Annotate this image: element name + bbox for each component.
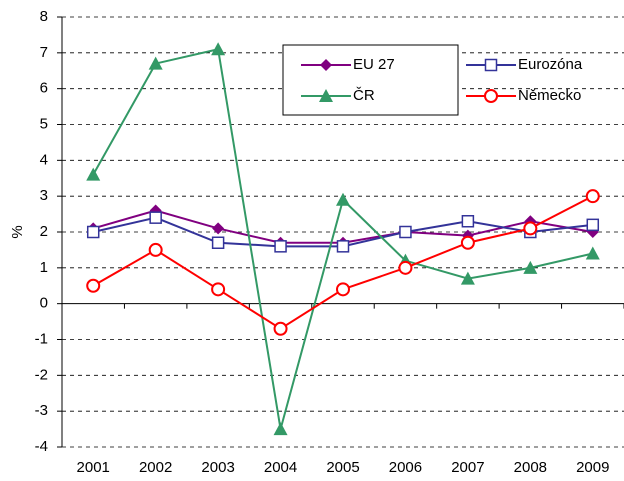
marker <box>86 278 101 293</box>
x-tick-label: 2005 <box>326 459 359 476</box>
marker <box>211 42 226 56</box>
legend-label: ČR <box>353 87 375 104</box>
marker <box>460 271 475 285</box>
marker <box>273 321 288 336</box>
marker <box>212 222 225 235</box>
y-tick-label: -3 <box>35 402 48 419</box>
marker <box>148 56 163 70</box>
marker <box>86 167 101 181</box>
y-tick-label: 3 <box>40 187 48 204</box>
x-tick-label: 2006 <box>389 459 422 476</box>
y-tick-label: 4 <box>40 151 48 168</box>
marker <box>461 215 475 228</box>
y-tick-label: 1 <box>40 259 48 276</box>
x-tick-label: 2004 <box>264 459 297 476</box>
marker <box>336 192 350 206</box>
marker <box>523 260 538 274</box>
marker <box>460 235 475 250</box>
y-axis-label: % <box>9 225 26 238</box>
x-tick-label: 2007 <box>451 459 484 476</box>
x-tick-label: 2009 <box>576 459 609 476</box>
marker <box>523 221 538 236</box>
y-tick-label: 8 <box>40 8 48 25</box>
legend-label: EU 27 <box>353 56 395 73</box>
y-tick-label: -2 <box>35 366 48 383</box>
marker <box>484 58 498 72</box>
marker <box>148 242 163 257</box>
y-tick-label: 6 <box>40 80 48 97</box>
marker <box>319 89 333 102</box>
marker <box>273 422 288 436</box>
series-line <box>92 195 594 330</box>
marker <box>399 225 412 239</box>
y-tick-label: 7 <box>40 44 48 61</box>
marker <box>149 211 162 224</box>
legend-label: Eurozóna <box>518 56 583 73</box>
marker <box>211 282 226 297</box>
y-tick-label: -1 <box>35 330 48 347</box>
marker <box>585 189 600 204</box>
y-tick-label: 5 <box>40 115 48 132</box>
marker <box>211 236 225 249</box>
marker <box>320 59 332 71</box>
x-tick-label: 2001 <box>77 459 110 476</box>
marker <box>484 89 498 103</box>
y-tick-label: 2 <box>40 223 48 240</box>
marker <box>336 282 350 297</box>
legend <box>282 44 459 116</box>
marker <box>586 218 600 232</box>
y-tick-label: 0 <box>40 295 48 312</box>
x-tick-label: 2008 <box>514 459 547 476</box>
y-tick-label: -4 <box>35 438 48 455</box>
legend-label: Německo <box>518 87 581 104</box>
marker <box>336 240 350 253</box>
marker <box>585 246 600 260</box>
x-tick-label: 2003 <box>201 459 234 476</box>
marker <box>86 225 100 239</box>
marker <box>274 240 287 253</box>
marker <box>398 260 413 275</box>
x-tick-label: 2002 <box>139 459 172 476</box>
